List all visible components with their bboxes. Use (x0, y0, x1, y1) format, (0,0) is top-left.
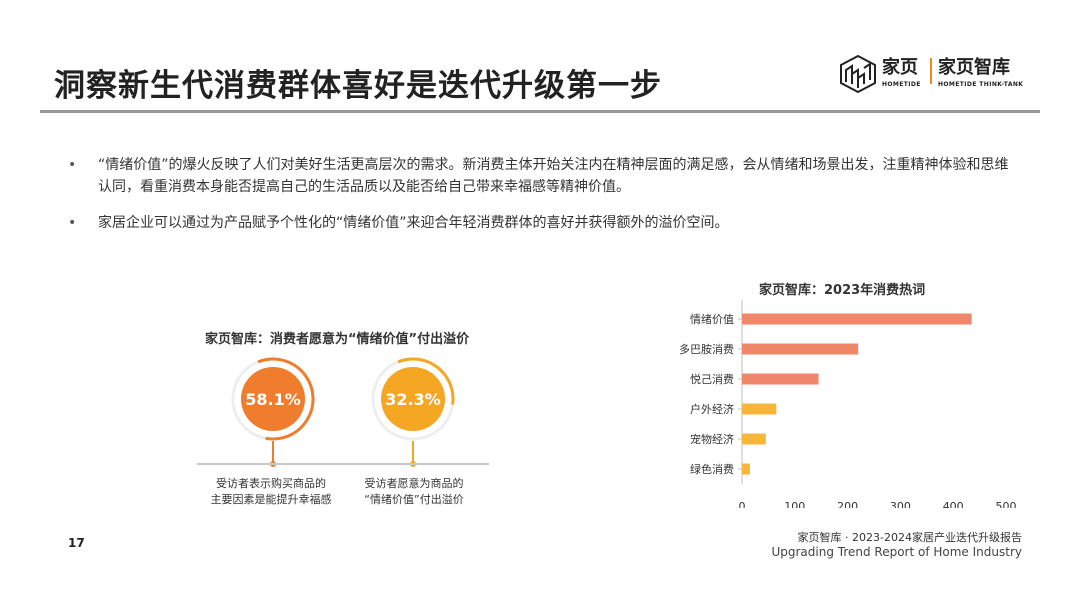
donut-fill (381, 367, 445, 431)
bullet-list: • “情绪价值”的爆火反映了人们对美好生活更高层次的需求。新消费主体开始关注内在… (68, 154, 1018, 234)
logo-think-tank: 家页智库 HOMETIDE THINK-TANK (938, 57, 1023, 88)
x-tick-label: 300 (890, 500, 911, 508)
bullet-text: “情绪价值”的爆火反映了人们对美好生活更高层次的需求。新消费主体开始关注内在精神… (98, 157, 1009, 195)
hometide-logo-icon (840, 54, 876, 94)
report-footer: 家页智库 · 2023-2024家居产业迭代升级报告 Upgrading Tre… (771, 531, 1022, 560)
bullet-text: 家居企业可以通过为产品赋予个性化的“情绪价值”来迎合年轻消费群体的喜好并获得额外… (98, 215, 729, 231)
title-divider (40, 110, 1040, 113)
page-title: 洞察新生代消费群体喜好是迭代升级第一步 (54, 68, 662, 104)
donut-arc (257, 357, 315, 441)
x-tick-label: 200 (837, 500, 858, 508)
x-tick-label: 0 (739, 500, 746, 508)
logo-tank-cn: 家页智库 (938, 57, 1010, 78)
bar (742, 433, 766, 445)
x-tick-label: 100 (784, 500, 805, 508)
donut-value-label: 58.1% (245, 390, 301, 409)
category-label: 户外经济 (690, 402, 734, 416)
category-label: 多巴胺消费 (679, 342, 734, 356)
brand-logo: 家页 HOMETIDE 家页智库 HOMETIDE THINK-TANK (838, 54, 1028, 96)
caption-line: 受访者表示购买商品的 (216, 477, 326, 490)
caption-line: “情绪价值”付出溢价 (364, 493, 464, 506)
donut-caption-1: 受访者表示购买商品的 主要因素是能提升幸福感 (196, 476, 346, 508)
bar (742, 463, 750, 475)
category-label: 绿色消费 (690, 462, 734, 476)
donut-baseline (197, 463, 489, 465)
logo-separator (930, 58, 932, 84)
bullet-marker: • (68, 157, 77, 173)
donut-arc (397, 357, 455, 405)
chart-title: 家页智库：2023年消费热词 (759, 283, 926, 298)
donut-value-label: 32.3% (385, 390, 441, 409)
bar (742, 343, 859, 355)
footer-en: Upgrading Trend Report of Home Industry (771, 545, 1022, 559)
bullet-marker: • (68, 215, 77, 231)
bullet-item: • 家居企业可以通过为产品赋予个性化的“情绪价值”来迎合年轻消费群体的喜好并获得… (68, 212, 1018, 234)
bar (742, 313, 972, 325)
x-tick-label: 500 (996, 500, 1017, 508)
category-label: 情绪价值 (690, 312, 734, 326)
page-number: 17 (68, 536, 85, 550)
bar (742, 403, 777, 415)
donut-fill (241, 367, 305, 431)
x-tick-label: 400 (943, 500, 964, 508)
caption-line: 主要因素是能提升幸福感 (210, 493, 332, 506)
footer-cn: 家页智库 · 2023-2024家居产业迭代升级报告 (797, 531, 1022, 544)
category-label: 悦己消费 (690, 372, 734, 386)
caption-line: 受访者愿意为商品的 (364, 477, 464, 490)
donut-caption-2: 受访者愿意为商品的 “情绪价值”付出溢价 (339, 476, 489, 508)
logo-brand: 家页 HOMETIDE (882, 57, 921, 88)
premium-panel-title: 家页智库：消费者愿意为“情绪价值”付出溢价 (205, 332, 470, 347)
logo-brand-en: HOMETIDE (882, 81, 921, 88)
premium-donut-group: 58.1% 32.3% (231, 357, 455, 467)
category-label: 宠物经济 (690, 432, 734, 446)
bar (742, 373, 819, 385)
logo-brand-cn: 家页 (882, 57, 918, 78)
logo-tank-en: HOMETIDE THINK-TANK (938, 81, 1024, 88)
bullet-item: • “情绪价值”的爆火反映了人们对美好生活更高层次的需求。新消费主体开始关注内在… (68, 154, 1018, 198)
